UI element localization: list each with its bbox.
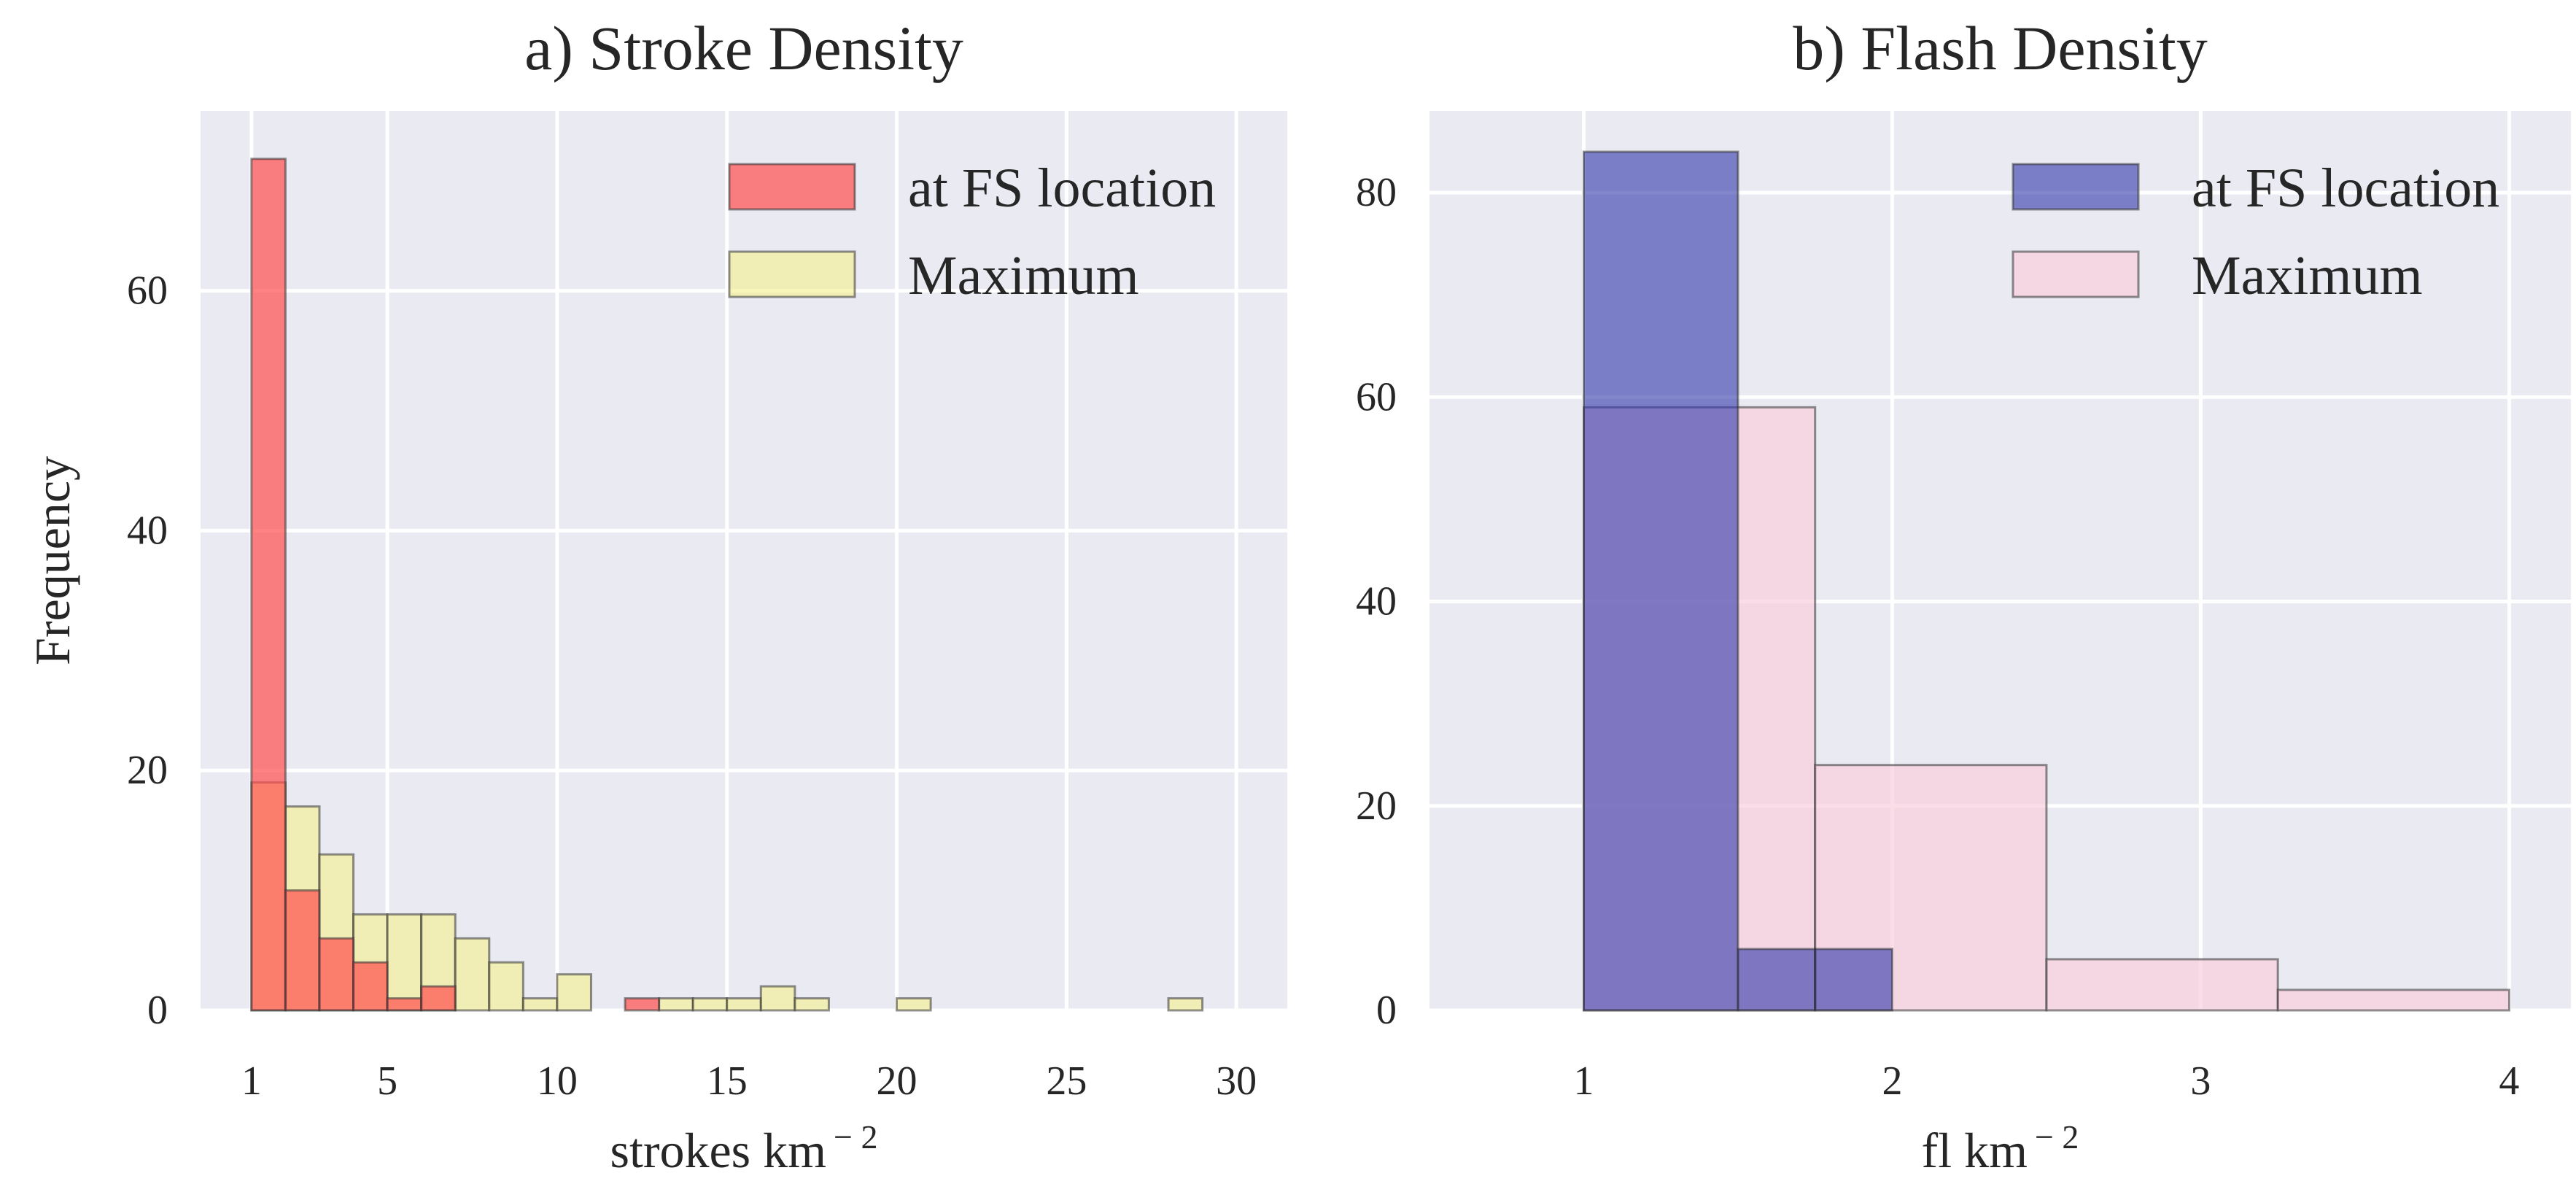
x-tick-label: 1 [241,1058,262,1104]
histogram-bar [2045,958,2279,1012]
y-tick-label: 0 [147,988,168,1033]
histogram-bar [794,997,830,1012]
histogram-bar [1814,948,1893,1012]
x-tick-label: 2 [1882,1058,1902,1104]
histogram-bar [386,997,423,1012]
histogram-bar [521,997,559,1012]
histogram-bar [1167,997,1204,1012]
legend-swatch [728,250,856,298]
histogram-bar [352,961,389,1012]
legend-label: Maximum [908,245,1139,306]
legend-swatch [728,163,856,211]
legend-label: at FS location [2192,158,2499,219]
histogram-bar [1737,948,1817,1012]
x-tick-label: 10 [537,1058,578,1104]
y-tick-label: 20 [127,748,168,793]
histogram-bar [250,158,287,1012]
histogram-bar [759,985,796,1012]
flash-density-chart: 1 2 3 4 0 20 40 60 80 b) Flash Density fl km − 2… [1356,13,2571,1178]
y-tick-label: 0 [1376,988,1397,1033]
y-tick-label: 20 [1356,783,1397,829]
legend: at FS location Maximum [2011,158,2499,306]
x-tick-label: 4 [2499,1058,2519,1104]
x-tick-label: 15 [707,1058,748,1104]
histogram-bar [386,913,423,1012]
x-tick-label: 20 [877,1058,917,1104]
legend-swatch [2011,163,2140,211]
histogram-bar [556,973,592,1012]
x-tick-label: 5 [377,1058,397,1104]
histogram-bar [420,985,457,1012]
bars [1582,150,2510,1012]
histogram-bar [658,997,694,1012]
chart-title: b) Flash Density [1793,13,2208,83]
y-tick-labels: 0 20 40 60 80 [1356,170,1397,1033]
x-tick-label: 1 [1573,1058,1594,1104]
histogram-bar [284,889,321,1012]
legend: at FS location Maximum [728,158,1216,306]
x-tick-label: 3 [2190,1058,2211,1104]
x-tick-label: 25 [1046,1058,1087,1104]
y-tick-label: 60 [127,268,168,314]
histogram-bar [318,937,355,1012]
x-tick-labels: 1 2 3 4 [1573,1058,2519,1104]
histogram-bar [2276,988,2510,1012]
x-tick-labels: 1 5 10 15 20 25 30 [241,1058,1257,1104]
histogram-bar [896,997,932,1012]
bars [250,158,1204,1012]
x-tick-label: 30 [1216,1058,1257,1104]
y-tick-labels: 0 20 40 60 [127,268,168,1033]
histogram-bar [454,937,491,1012]
y-tick-label: 60 [1356,374,1397,419]
histogram-bar [624,997,661,1012]
histogram-bar [726,997,762,1012]
y-axis-label: Frequency [25,456,80,665]
legend-label: at FS location [908,158,1216,219]
y-tick-label: 40 [127,508,168,553]
y-tick-label: 40 [1356,579,1397,624]
chart-title: a) Stroke Density [524,13,963,83]
histogram-bar [1582,150,1739,1012]
x-axis-label: strokes km − 2 [610,1118,878,1178]
histogram-bar [691,997,729,1012]
x-axis-label: fl km − 2 [1922,1118,2079,1178]
legend-swatch [2011,250,2140,298]
histogram-bar [488,961,524,1012]
legend-label: Maximum [2192,245,2423,306]
y-tick-label: 80 [1356,170,1397,215]
